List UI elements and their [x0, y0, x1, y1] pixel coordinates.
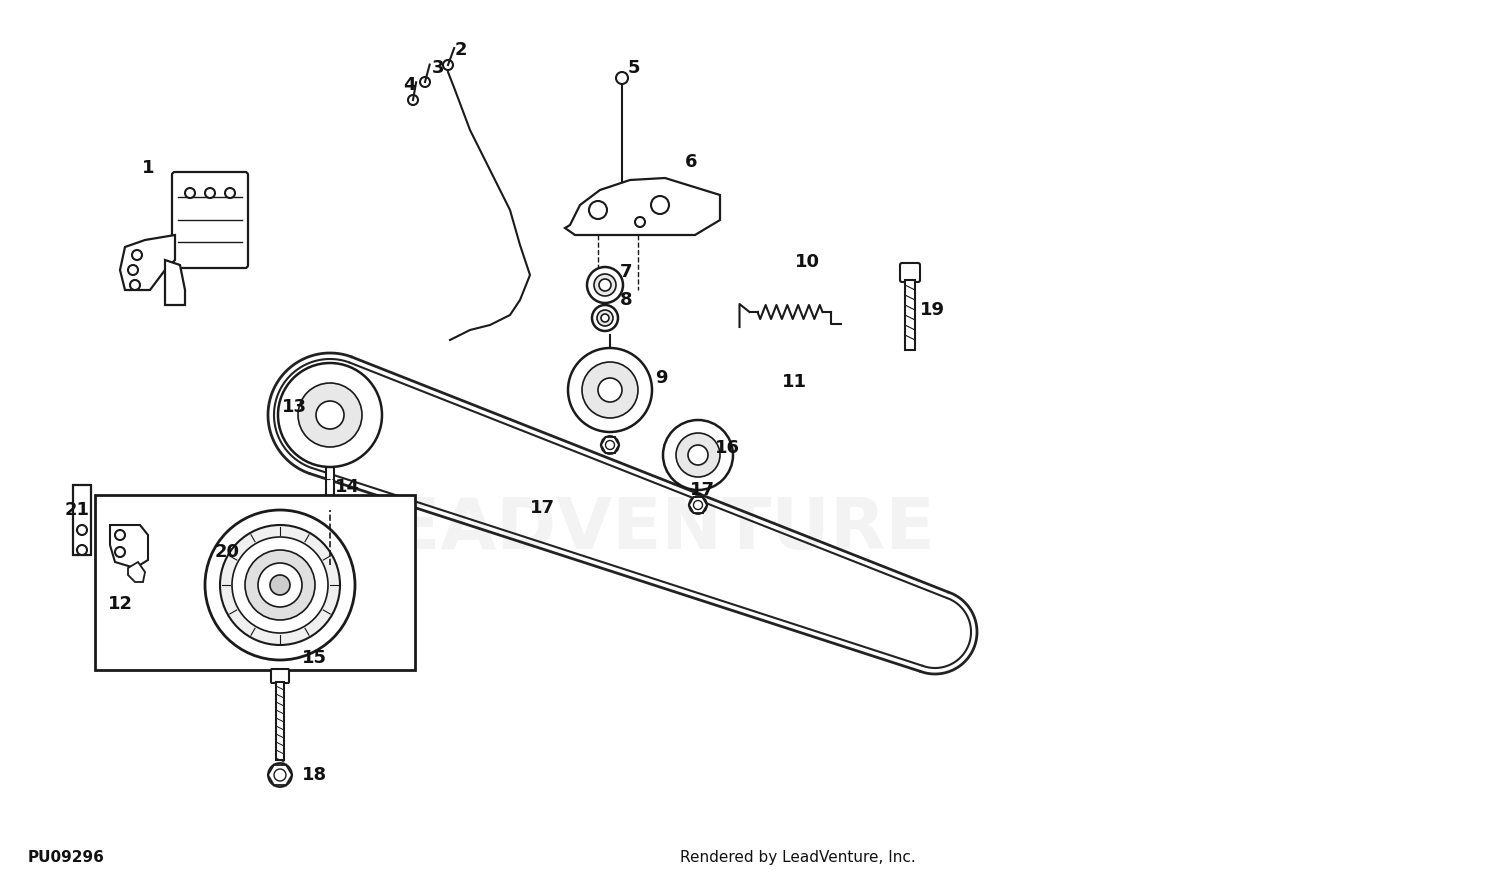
Text: Rendered by LeadVenture, Inc.: Rendered by LeadVenture, Inc.: [680, 850, 915, 865]
Text: 4: 4: [404, 76, 416, 94]
Text: PU09296: PU09296: [28, 850, 105, 865]
Circle shape: [130, 280, 140, 290]
Circle shape: [688, 445, 708, 465]
Text: 14: 14: [334, 478, 360, 496]
Circle shape: [408, 95, 419, 105]
Polygon shape: [165, 260, 184, 305]
Circle shape: [582, 362, 638, 418]
Circle shape: [116, 530, 124, 540]
Circle shape: [278, 363, 382, 467]
Circle shape: [420, 77, 430, 87]
Circle shape: [634, 217, 645, 227]
Polygon shape: [566, 178, 720, 235]
Circle shape: [184, 188, 195, 198]
Circle shape: [116, 547, 124, 557]
Circle shape: [676, 433, 720, 477]
Circle shape: [274, 769, 286, 781]
Text: 8: 8: [620, 291, 633, 309]
Text: 6: 6: [686, 153, 698, 171]
Text: 18: 18: [302, 766, 327, 784]
Text: 5: 5: [628, 59, 640, 77]
Circle shape: [128, 265, 138, 275]
Text: 20: 20: [214, 543, 240, 561]
Circle shape: [693, 500, 702, 510]
Circle shape: [651, 196, 669, 214]
Circle shape: [258, 563, 302, 607]
Text: 16: 16: [716, 439, 740, 457]
Polygon shape: [128, 562, 146, 582]
Polygon shape: [120, 235, 176, 290]
Text: 3: 3: [432, 59, 444, 77]
Text: 10: 10: [795, 253, 820, 271]
Circle shape: [602, 436, 619, 454]
Circle shape: [76, 525, 87, 535]
Circle shape: [232, 537, 328, 633]
Text: 2: 2: [454, 41, 468, 59]
Text: 13: 13: [282, 398, 308, 416]
Bar: [94, 495, 416, 670]
Circle shape: [298, 383, 362, 447]
Polygon shape: [110, 525, 148, 568]
Circle shape: [270, 575, 290, 595]
Text: 17: 17: [530, 499, 555, 517]
Bar: [74, 485, 92, 555]
FancyBboxPatch shape: [272, 669, 290, 683]
Circle shape: [76, 545, 87, 555]
Circle shape: [206, 188, 214, 198]
Circle shape: [616, 72, 628, 84]
Circle shape: [442, 60, 453, 70]
Circle shape: [590, 201, 608, 219]
Text: 19: 19: [920, 301, 945, 319]
Circle shape: [220, 525, 340, 645]
Text: 15: 15: [302, 649, 327, 667]
FancyBboxPatch shape: [900, 263, 920, 282]
Circle shape: [688, 496, 706, 514]
FancyBboxPatch shape: [172, 172, 248, 268]
Text: 17: 17: [690, 481, 715, 499]
Bar: [904, 280, 915, 350]
Circle shape: [606, 441, 615, 449]
Circle shape: [132, 250, 142, 260]
Circle shape: [244, 550, 315, 620]
Circle shape: [568, 348, 652, 432]
Circle shape: [597, 310, 613, 326]
Circle shape: [594, 274, 616, 296]
Bar: [276, 682, 284, 760]
Text: 1: 1: [142, 159, 154, 177]
Text: 11: 11: [782, 373, 807, 391]
Text: 7: 7: [620, 263, 633, 281]
Circle shape: [586, 267, 622, 303]
Text: 9: 9: [656, 369, 668, 387]
Circle shape: [598, 378, 622, 402]
Circle shape: [598, 279, 610, 291]
Text: LEADVENTURE: LEADVENTURE: [345, 496, 934, 564]
Bar: [326, 467, 334, 565]
Circle shape: [316, 401, 344, 429]
Text: 21: 21: [64, 501, 90, 519]
Circle shape: [602, 314, 609, 322]
Circle shape: [206, 510, 356, 660]
Circle shape: [663, 420, 734, 490]
Circle shape: [268, 763, 292, 787]
Text: 12: 12: [108, 595, 134, 613]
Circle shape: [592, 305, 618, 331]
Circle shape: [225, 188, 236, 198]
